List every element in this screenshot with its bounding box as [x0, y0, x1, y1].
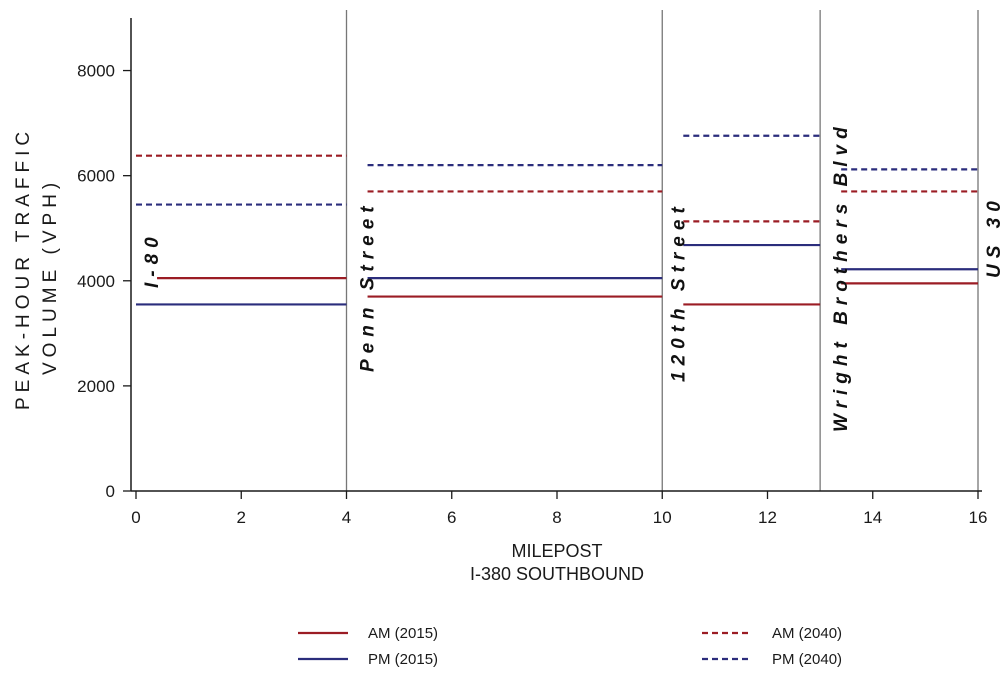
y-axis-title-line-2: VOLUME (VPH) — [40, 178, 61, 375]
x-tick-label-1: 2 — [237, 508, 246, 527]
x-tick-label-7: 14 — [863, 508, 882, 527]
legend-label-1: PM (2015) — [368, 651, 438, 668]
y-tick-label-1: 2000 — [77, 377, 115, 396]
interchange-dividers — [345, 10, 979, 491]
interchange-label-3: Wright Brothers Blvd — [831, 121, 852, 432]
y-tick-label-2: 4000 — [77, 272, 115, 291]
tick-marks: 0 2 4 6 8 10 12 14 16 0 2000 4000 6000 8000 — [77, 62, 987, 527]
legend-label-2: AM (2040) — [772, 625, 842, 642]
interchange-label-1: Penn Street — [358, 200, 379, 372]
x-tick-label-6: 12 — [758, 508, 777, 527]
x-tick-label-0: 0 — [131, 508, 140, 527]
y-tick-label-0: 0 — [106, 482, 115, 501]
interchange-label-4: US 30 — [984, 195, 1005, 278]
x-axis-title-line-2: I-380 SOUTHBOUND — [470, 564, 644, 584]
legend-label-0: AM (2015) — [368, 625, 438, 642]
legend-label-3: PM (2040) — [772, 651, 842, 668]
series-lines — [136, 134, 978, 306]
x-tick-label-2: 4 — [342, 508, 351, 527]
x-tick-label-3: 6 — [447, 508, 456, 527]
interchange-labels: I-80 Penn Street 120th Street Wright Brothe… — [142, 121, 1005, 432]
axes — [130, 18, 982, 492]
x-tick-label-8: 16 — [969, 508, 988, 527]
interchange-label-2: 120th Street — [668, 201, 689, 382]
interchange-label-0: I-80 — [142, 231, 163, 288]
x-tick-label-5: 10 — [653, 508, 672, 527]
x-tick-label-4: 8 — [552, 508, 561, 527]
y-axis-title-line-1: PEAK-HOUR TRAFFIC — [13, 127, 34, 410]
y-tick-label-3: 6000 — [77, 167, 115, 186]
legend: AM (2015) PM (2015) AM (2040) PM (2040) — [298, 625, 842, 668]
y-tick-label-4: 8000 — [77, 62, 115, 81]
x-axis-title-line-1: MILEPOST — [511, 541, 602, 561]
